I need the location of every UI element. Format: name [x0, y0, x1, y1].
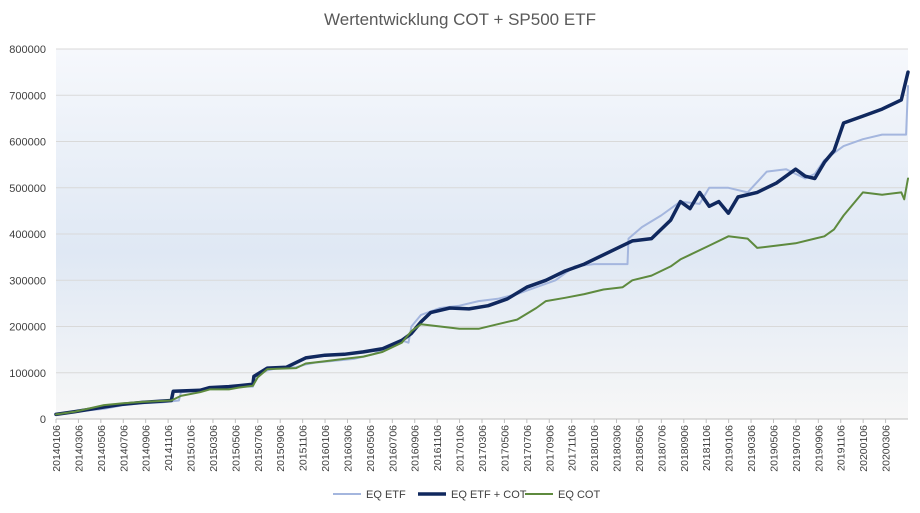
- series-line-2: [54, 70, 910, 417]
- x-tick-label: 20180906: [679, 425, 691, 472]
- x-tick-label: 20200106: [858, 425, 870, 472]
- x-tick-label: 20160506: [365, 425, 377, 472]
- legend-label-1: EQ ETF: [366, 489, 406, 501]
- x-tick-label: 20140906: [141, 425, 153, 472]
- x-tick-label: 20150306: [208, 425, 220, 472]
- series-lines: [54, 70, 910, 417]
- y-axis: 0 100000 200000 300000 400000 500000 600000 700…: [9, 44, 46, 426]
- x-tick-label: 20161106: [432, 425, 444, 471]
- x-tick-label: 20190706: [791, 425, 803, 472]
- x-tick-label: 20190306: [746, 425, 758, 472]
- x-tick-label: 20160706: [387, 425, 399, 472]
- y-tick-label: 500000: [9, 183, 46, 195]
- chart-title: Wertentwicklung COT + SP500 ETF: [324, 10, 596, 29]
- x-tick-label: 20150506: [230, 425, 242, 472]
- x-tick-label: 20190106: [724, 425, 736, 472]
- x-axis: 20140106 20140306 20140506 20140706 20140906…: [51, 419, 893, 472]
- x-tick-label: 20180306: [612, 425, 624, 472]
- x-tick-label: 20180506: [634, 425, 646, 472]
- legend-label-2: EQ ETF + COT: [451, 489, 527, 501]
- x-tick-label: 20140306: [73, 425, 85, 472]
- y-tick-label: 800000: [9, 44, 46, 56]
- x-tick-label: 20140106: [51, 425, 63, 472]
- y-tick-label: 400000: [9, 229, 46, 241]
- x-tick-label: 20191106: [836, 425, 848, 471]
- x-tick-label: 20181106: [701, 425, 713, 471]
- x-tick-label: 20170506: [499, 425, 511, 472]
- x-tick-label: 20190906: [813, 425, 825, 472]
- series-line-3: [55, 177, 909, 416]
- x-tick-label: 20160306: [342, 425, 354, 472]
- x-tick-label: 20170306: [477, 425, 489, 472]
- y-tick-label: 200000: [9, 322, 46, 334]
- x-tick-label: 20151106: [298, 425, 310, 471]
- x-tick-label: 20180706: [656, 425, 668, 472]
- x-tick-label: 20170106: [455, 425, 467, 472]
- x-tick-label: 20150106: [186, 425, 198, 472]
- legend: EQ ETF EQ ETF + COT EQ COT: [333, 489, 600, 501]
- gridlines: [56, 48, 908, 420]
- x-tick-label: 20180106: [589, 425, 601, 472]
- y-tick-label: 0: [40, 414, 46, 426]
- y-tick-label: 300000: [9, 275, 46, 287]
- x-tick-label: 20190506: [768, 425, 780, 472]
- y-tick-label: 600000: [9, 137, 46, 149]
- x-tick-label: 20140706: [118, 425, 130, 472]
- x-tick-label: 20200306: [881, 425, 893, 472]
- x-tick-label: 20171106: [567, 425, 579, 471]
- x-tick-label: 20141106: [163, 425, 175, 471]
- x-tick-label: 20150706: [253, 425, 265, 472]
- x-tick-label: 20170706: [522, 425, 534, 472]
- y-tick-label: 700000: [9, 90, 46, 102]
- x-tick-label: 20140506: [96, 425, 108, 472]
- x-tick-label: 20170906: [544, 425, 556, 472]
- y-tick-label: 100000: [9, 368, 46, 380]
- x-tick-label: 20160106: [320, 425, 332, 472]
- legend-label-3: EQ COT: [558, 489, 600, 501]
- x-tick-label: 20160906: [410, 425, 422, 472]
- x-tick-label: 20150906: [275, 425, 287, 472]
